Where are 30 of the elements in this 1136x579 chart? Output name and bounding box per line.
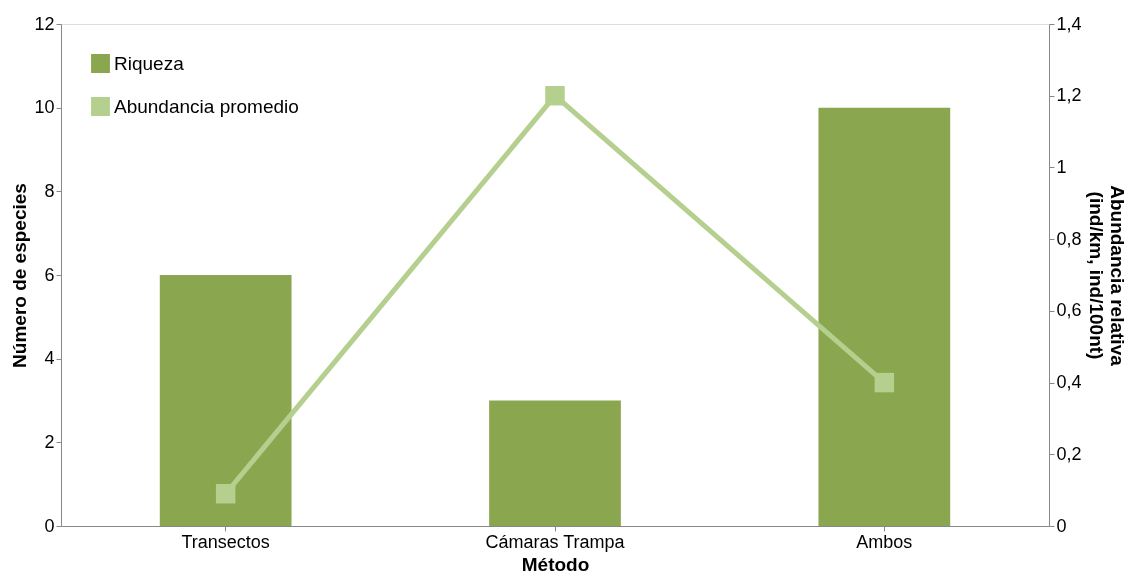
y2-tick-label: 0,4: [1056, 372, 1082, 393]
legend-label: Abundancia promedio: [114, 95, 299, 117]
y-tick-label: 6: [44, 264, 55, 285]
y2-tick-label: 0,2: [1056, 443, 1082, 464]
y-axis-title: Número de especies: [9, 183, 31, 368]
x-tick-label: Cámaras Trampa: [485, 531, 626, 552]
bar: [818, 107, 951, 526]
y-tick-label: 2: [44, 431, 55, 452]
point: [874, 372, 895, 393]
y2-tick-label: 1,4: [1056, 13, 1082, 34]
bar: [159, 275, 292, 526]
point: [215, 483, 236, 504]
y-tick-label: 12: [34, 13, 55, 34]
bar: [489, 400, 621, 526]
y-tick-label: 0: [44, 515, 55, 536]
y2-tick-label: 1: [1056, 156, 1067, 177]
y-tick-label: 10: [34, 97, 55, 118]
legend-label: Riqueza: [114, 52, 185, 74]
text: Abundancia relativa: [1106, 185, 1128, 366]
y-tick-label: 4: [44, 348, 55, 369]
y2-tick-label: 1,2: [1056, 85, 1082, 106]
x-tick-label: Ambos: [856, 531, 913, 552]
y2-tick-label: 0: [1056, 515, 1067, 536]
x-tick-label: Transectos: [181, 531, 270, 552]
point: [545, 85, 565, 106]
y2-tick-label: 0,8: [1056, 228, 1082, 249]
text: (ind/km, ind/100nt): [1085, 191, 1107, 360]
y2-tick-label: 0,6: [1056, 300, 1082, 321]
x-axis-title: Método: [521, 553, 590, 575]
y-tick-label: 8: [44, 180, 55, 201]
